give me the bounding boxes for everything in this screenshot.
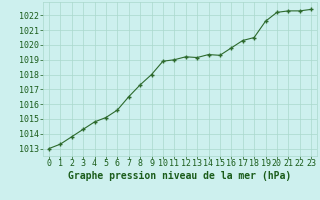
X-axis label: Graphe pression niveau de la mer (hPa): Graphe pression niveau de la mer (hPa) (68, 171, 292, 181)
